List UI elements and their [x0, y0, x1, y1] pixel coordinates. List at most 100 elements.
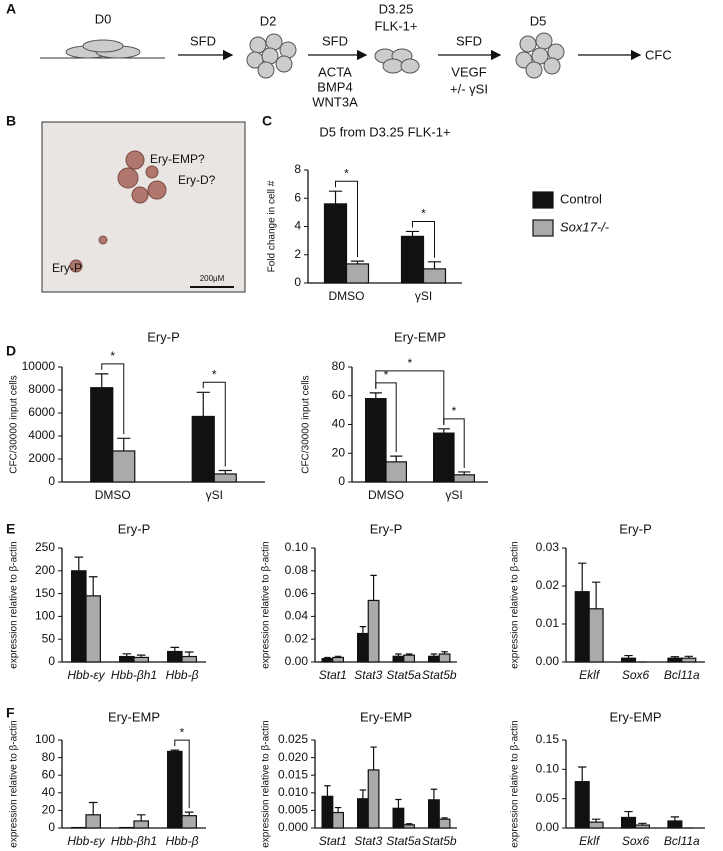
- bar: [118, 655, 135, 663]
- bar: [588, 608, 604, 663]
- medium-label: SFD: [322, 33, 348, 48]
- y-tick-label: 6: [294, 190, 301, 204]
- error-bar: [334, 806, 342, 813]
- schematic: [40, 32, 565, 79]
- x-tick-label: Stat5a: [386, 668, 421, 682]
- chart-title: Ery-EMP: [394, 329, 446, 344]
- bar: [422, 268, 447, 284]
- error-bar: [359, 626, 367, 634]
- bar: [392, 807, 405, 829]
- y-tick-label: 0: [48, 820, 55, 834]
- significance-bracket: [101, 363, 125, 435]
- y-tick-label: 40: [332, 417, 346, 431]
- bar: [133, 820, 149, 829]
- bar: [90, 387, 114, 483]
- y-tick-label: 250: [35, 540, 55, 554]
- y-axis-label: CFC/30000 input cells: [301, 375, 312, 473]
- error-bar: [74, 556, 84, 571]
- chart-title: Ery-EMP: [360, 709, 412, 724]
- y-tick-label: 60: [42, 767, 56, 781]
- significance-label: *: [407, 356, 412, 370]
- y-tick-label: 0.00: [285, 654, 309, 668]
- bar: [453, 474, 475, 483]
- bar: [321, 795, 334, 829]
- scale-bar-label: 200μM: [200, 274, 225, 283]
- error-bar: [324, 785, 331, 797]
- bar: [428, 799, 440, 829]
- x-tick-label: γSI: [206, 488, 223, 502]
- x-tick-label: DMSO: [329, 289, 365, 303]
- error-bar: [184, 651, 194, 657]
- x-tick-label: Stat5a: [386, 834, 421, 848]
- error-bar: [405, 823, 413, 825]
- x-tick-label: Stat3: [354, 834, 382, 848]
- error-bar: [395, 653, 402, 657]
- bar: [367, 769, 380, 829]
- x-tick-label: Hbb-β: [166, 834, 199, 848]
- legend-swatch: [532, 191, 554, 209]
- x-tick-label: Hbb-βh1: [111, 834, 157, 848]
- y-tick-label: 8000: [28, 382, 55, 396]
- error-bar: [395, 798, 402, 809]
- y-tick-label: 0: [338, 474, 345, 488]
- x-tick-label: Hbb-β: [166, 668, 199, 682]
- y-tick-label: 0.01: [536, 616, 560, 630]
- error-bar: [670, 816, 680, 821]
- y-tick-label: 0.15: [536, 732, 560, 746]
- readout-label: CFC: [645, 47, 672, 62]
- y-axis-label: expression relative to β-actin: [261, 720, 272, 847]
- error-bar: [196, 391, 210, 417]
- error-bar: [591, 581, 601, 609]
- y-tick-label: 0.02: [285, 631, 309, 645]
- significance-bracket: [202, 381, 226, 467]
- significance-bracket: [174, 739, 190, 809]
- bar: [667, 820, 683, 829]
- factor-label: +/- γSI: [450, 81, 488, 96]
- bar: [181, 815, 197, 829]
- error-bar: [136, 814, 146, 821]
- bar: [345, 263, 370, 284]
- legend-label: Control: [560, 191, 602, 206]
- chart-title: Ery-P: [619, 521, 652, 536]
- bar: [667, 657, 683, 663]
- stage-label: D0: [95, 11, 112, 26]
- x-tick-label: γSI: [415, 289, 432, 303]
- significance-label: *: [384, 368, 389, 382]
- stage-label: D3.25: [379, 1, 414, 16]
- y-tick-label: 0.010: [278, 785, 308, 799]
- panel-label: E: [6, 521, 15, 537]
- error-bar: [218, 469, 232, 474]
- x-tick-label: Stat3: [354, 668, 382, 682]
- bar: [167, 650, 183, 663]
- y-tick-label: 4: [294, 219, 301, 233]
- error-bar: [350, 260, 365, 264]
- error-bar: [359, 789, 367, 799]
- bar: [365, 398, 387, 483]
- y-tick-label: 0.015: [278, 767, 308, 781]
- medium-label: SFD: [456, 33, 482, 48]
- error-bar: [170, 646, 180, 652]
- error-bar: [88, 576, 98, 596]
- y-tick-label: 100: [35, 609, 55, 623]
- bar: [332, 656, 344, 663]
- y-tick-label: 0.020: [278, 750, 308, 764]
- bar: [357, 632, 369, 663]
- error-bar: [405, 230, 420, 237]
- y-tick-label: 0: [294, 275, 301, 289]
- error-bar: [370, 746, 377, 770]
- stage-label: FLK-1+: [375, 18, 418, 33]
- error-bar: [328, 190, 343, 204]
- bar: [428, 655, 440, 663]
- error-bar: [578, 562, 587, 592]
- x-tick-label: Sox6: [622, 834, 650, 848]
- error-bar: [136, 654, 146, 658]
- legend-swatch: [532, 219, 554, 237]
- x-tick-label: γSI: [445, 488, 462, 502]
- x-tick-label: Stat1: [319, 668, 347, 682]
- significance-label: *: [180, 725, 185, 739]
- colonies: [69, 150, 167, 273]
- chart-title: Ery-EMP: [610, 709, 662, 724]
- error-bar: [578, 766, 587, 782]
- bar: [438, 818, 451, 829]
